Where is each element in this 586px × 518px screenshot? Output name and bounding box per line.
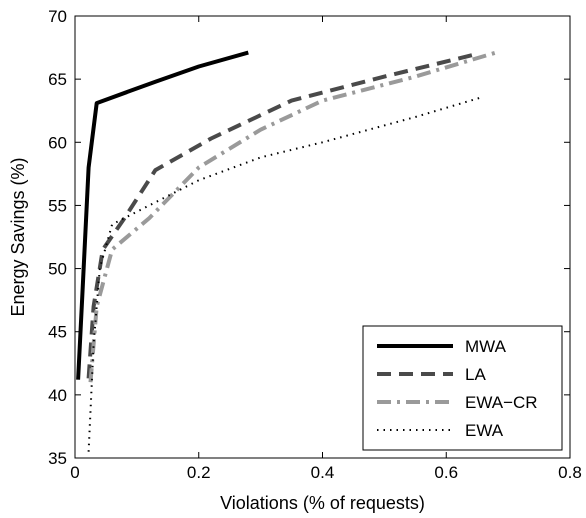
legend-label: MWA [465, 337, 507, 356]
axes: 0 0.2 0.4 0.6 0.8 35 40 45 50 55 60 65 70 [48, 7, 582, 482]
series-line-la [86, 51, 478, 379]
y-tick-label: 55 [48, 196, 67, 215]
x-tick-label: 0 [70, 463, 79, 482]
x-tick-label: 0.8 [558, 463, 582, 482]
y-tick-label: 40 [48, 386, 67, 405]
y-tick-label: 35 [48, 449, 67, 468]
series-layer [76, 50, 497, 452]
x-tick-label: 0.2 [187, 463, 211, 482]
y-tick-label: 45 [48, 323, 67, 342]
legend: MWA LA EWA−CR EWA [362, 325, 563, 451]
y-tick-label: 70 [48, 7, 67, 26]
x-tick-label: 0.4 [311, 463, 335, 482]
series-line-mwa [76, 50, 249, 380]
y-tick-label: 65 [48, 70, 67, 89]
series-line-ewa-cr [88, 50, 497, 383]
y-tick-label: 60 [48, 133, 67, 152]
y-axis-label: Energy Savings (%) [8, 157, 28, 316]
legend-label: EWA−CR [465, 393, 538, 412]
legend-label: LA [465, 365, 486, 384]
y-tick-label: 50 [48, 260, 67, 279]
x-axis-label: Violations (% of requests) [220, 493, 425, 513]
x-tick-label: 0.6 [434, 463, 458, 482]
legend-label: EWA [465, 421, 504, 440]
